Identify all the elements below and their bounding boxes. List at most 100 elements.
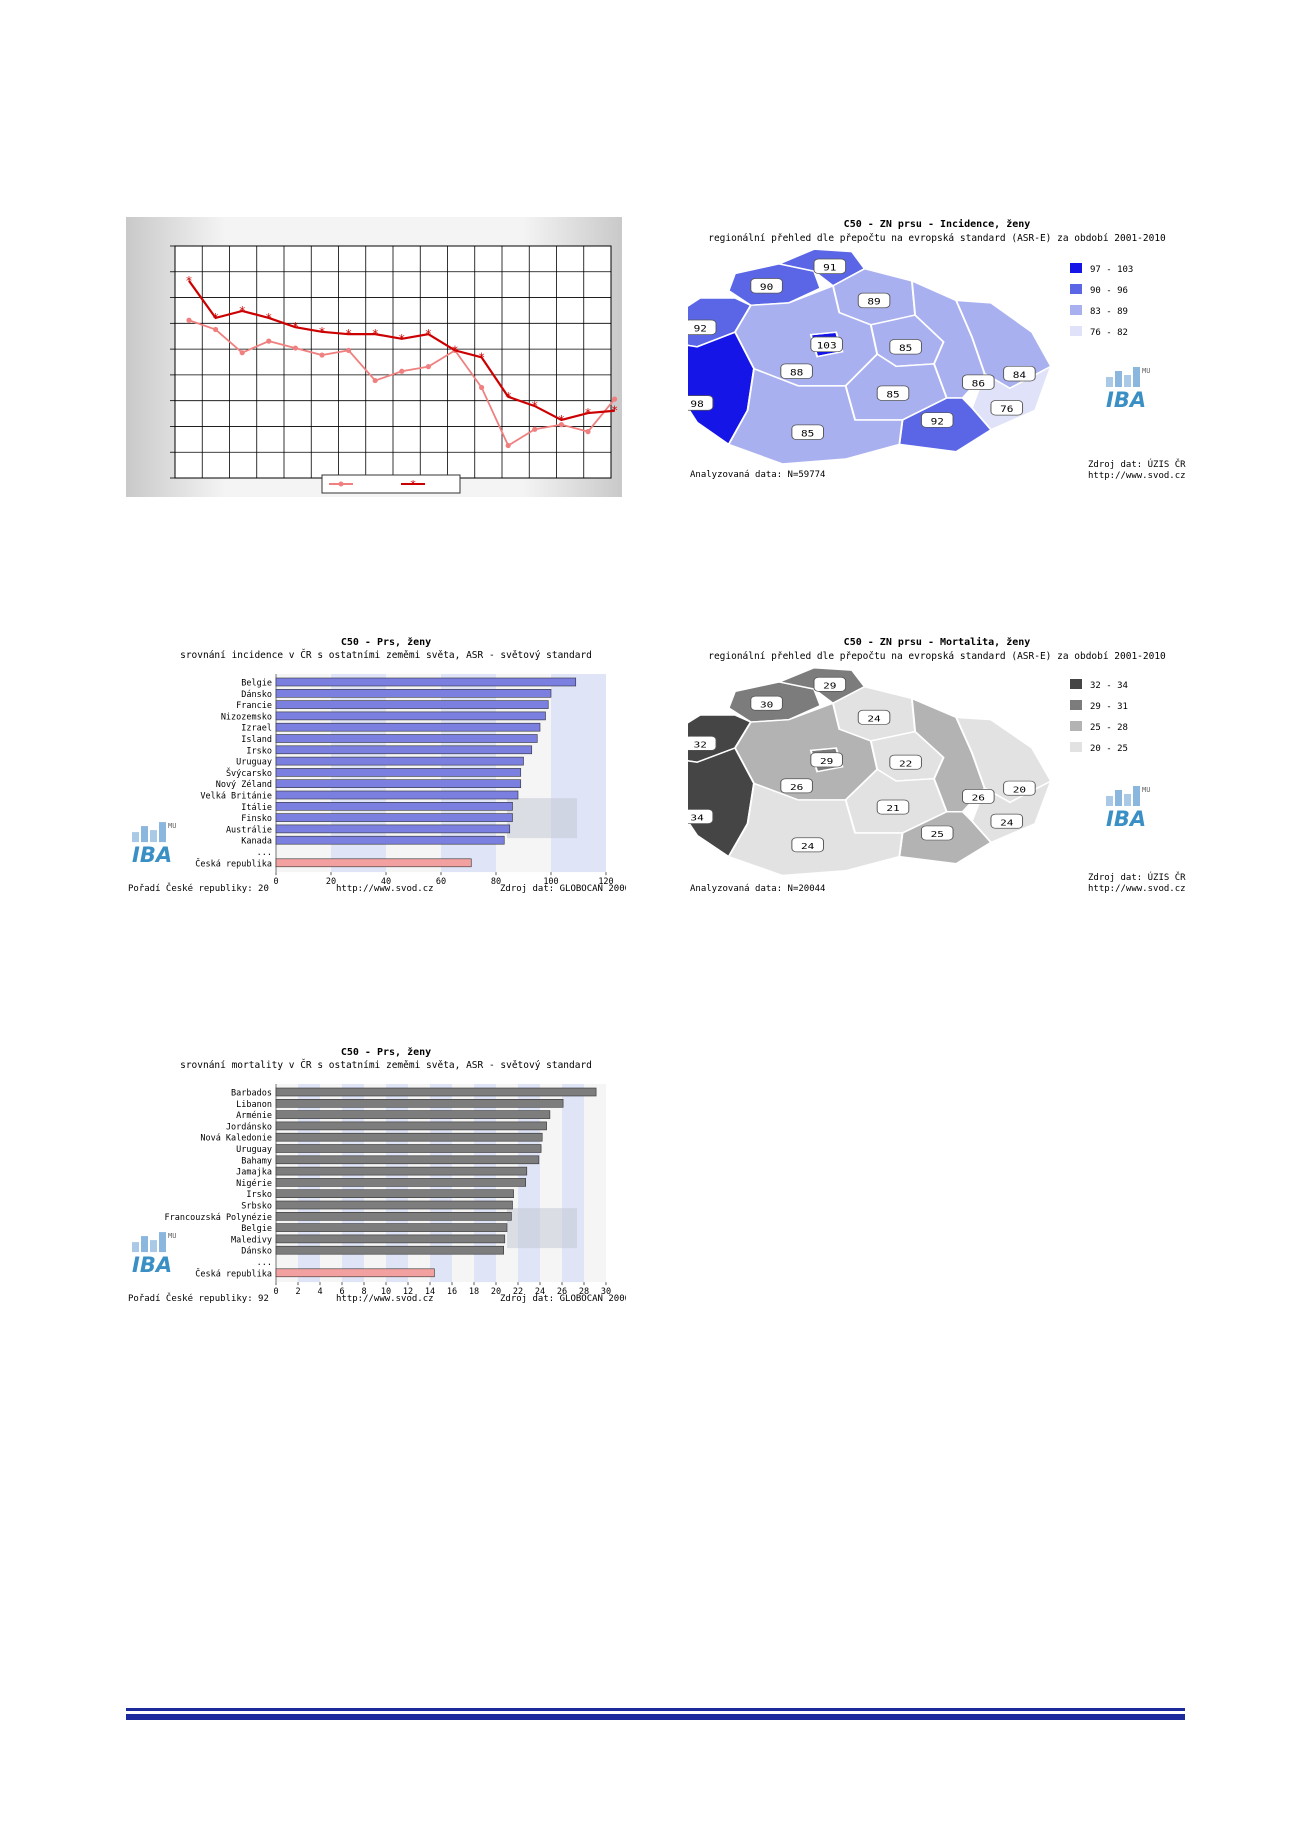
incidence-source-url: http://www.svod.cz — [1088, 471, 1186, 481]
x-tick-label: 26 — [557, 1287, 567, 1297]
bar-category-label: Uruguay — [236, 758, 272, 768]
region-value: 21 — [886, 804, 899, 813]
trend-point: * — [318, 325, 325, 339]
x-tick-label: 120 — [598, 877, 613, 887]
bar — [275, 779, 522, 788]
legend-item: 76 - 82 — [1090, 328, 1128, 338]
bar — [275, 1212, 512, 1221]
x-tick-label: 40 — [381, 877, 391, 887]
bar — [275, 1132, 543, 1142]
trend-point: * — [558, 413, 565, 427]
world-map-watermark — [507, 1208, 577, 1249]
region-value: 29 — [823, 682, 836, 691]
incidence-analysed: Analyzovaná data: N=59774 — [690, 470, 825, 480]
world-map-watermark — [507, 798, 577, 839]
bar — [275, 688, 552, 698]
logo-word: IBA — [132, 843, 172, 867]
trend-point: * — [345, 327, 352, 341]
mortality-bars-source: Zdroj dat: GLOBOCAN 2000 — [500, 1294, 626, 1304]
mortality-map-title: C50 - ZN prsu - Mortalita, ženy — [844, 636, 1031, 648]
map-region — [727, 782, 904, 877]
region-value: 32 — [694, 741, 707, 750]
bar — [275, 790, 519, 800]
incidence-map-title: C50 - ZN prsu - Incidence, ženy — [844, 218, 1031, 230]
trend-point: * — [611, 404, 618, 418]
region-value: 25 — [931, 830, 944, 839]
region-value: 84 — [1013, 371, 1026, 381]
bar-category-label: Nizozemsko — [221, 712, 272, 722]
bar-category-label: Nový Zéland — [216, 779, 272, 790]
trend-point — [266, 338, 272, 344]
x-tick-label: 16 — [447, 1287, 457, 1297]
bar-category-label: Finsko — [241, 814, 272, 824]
incidence-bar-chart: C50 - Prs, ženy srovnání incidence v ČR … — [128, 636, 630, 894]
region-value: 24 — [867, 715, 880, 724]
region-value: 29 — [820, 757, 833, 766]
mortality-bar-chart: C50 - Prs, ženy srovnání mortality v ČR … — [128, 1046, 630, 1304]
region-value-box — [810, 752, 843, 768]
footer-rule-top — [126, 1708, 1185, 1711]
region-value-box — [876, 385, 910, 401]
trend-point — [505, 442, 511, 449]
bar — [275, 1234, 506, 1244]
map-region — [727, 367, 904, 465]
bar-category-label: Itálie — [241, 803, 272, 813]
trend-point — [186, 317, 192, 323]
region-value: 103 — [817, 342, 837, 352]
region-value-box — [791, 837, 824, 853]
bar-category-label: Uruguay — [236, 1145, 272, 1155]
mortality-analysed: Analyzovaná data: N=20044 — [690, 884, 825, 894]
bar — [275, 1144, 542, 1153]
x-tick-label: 0 — [273, 877, 278, 887]
region-value: 92 — [931, 417, 944, 427]
mortality-bars-panel: C50 - Prs, ženy srovnání mortality v ČR … — [126, 1046, 630, 1306]
bar-category-label: Francie — [236, 701, 272, 711]
trend-point — [372, 377, 378, 384]
trend-point: * — [451, 343, 458, 357]
region-value: 30 — [760, 701, 773, 710]
region-value: 26 — [972, 794, 985, 803]
mortality-source-url: http://www.svod.cz — [1088, 884, 1186, 894]
x-tick-label: 30 — [601, 1287, 611, 1297]
trend-point: * — [478, 350, 485, 364]
mortality-source: Zdroj dat: ÚZIS ČR — [1088, 871, 1186, 883]
region-value-box — [876, 799, 910, 815]
bar — [275, 1178, 526, 1187]
mortality-bars-url: http://www.svod.cz — [336, 1294, 434, 1304]
region-value-box — [920, 412, 954, 428]
bar — [275, 1121, 547, 1131]
x-tick-label: 22 — [513, 1287, 523, 1297]
bar-category-label: Irsko — [246, 1190, 272, 1200]
x-tick-label: 18 — [469, 1287, 479, 1297]
region-value-box — [791, 424, 824, 440]
bar-category-label: ... — [257, 1258, 272, 1268]
bar-category-label: Belgie — [241, 1224, 272, 1234]
bar — [275, 802, 513, 811]
region-value: 20 — [1013, 786, 1026, 795]
bar — [275, 824, 511, 834]
legend-item: 32 - 34 — [1090, 681, 1128, 691]
bar-category-label: Jordánsko — [226, 1122, 272, 1132]
trend-chart-panel: * * * * * * * * * * * * * * * * * * — [126, 217, 622, 497]
mortality-bars-subtitle: srovnání mortality v ČR s ostatními země… — [180, 1059, 592, 1071]
bar — [275, 745, 533, 755]
mortality-map-panel: C50 - ZN prsu - Mortalita, ženy regionál… — [661, 636, 1186, 896]
bar — [275, 722, 541, 732]
bar-category-label: Austrálie — [226, 825, 272, 835]
bar-category-label: Srbsko — [241, 1202, 272, 1212]
bar — [275, 756, 524, 766]
bar-category-label: Belgie — [241, 679, 272, 689]
bar-category-label: Francouzská Polynézie — [165, 1212, 272, 1223]
region-value: 86 — [972, 380, 985, 390]
bar-category-label: Česká republika — [195, 857, 272, 869]
bar-category-label: Jamajka — [236, 1168, 272, 1178]
region-value: 26 — [790, 783, 803, 792]
region-value-box — [889, 339, 922, 355]
x-tick-label: 10 — [381, 1287, 391, 1297]
region-value: 22 — [899, 760, 912, 769]
region-value-box — [920, 825, 954, 841]
bar-category-label: Dánsko — [241, 690, 272, 700]
trend-point: * — [584, 406, 591, 420]
incidence-bars-title: C50 - Prs, ženy — [341, 636, 431, 648]
trend-point: * — [372, 327, 379, 341]
